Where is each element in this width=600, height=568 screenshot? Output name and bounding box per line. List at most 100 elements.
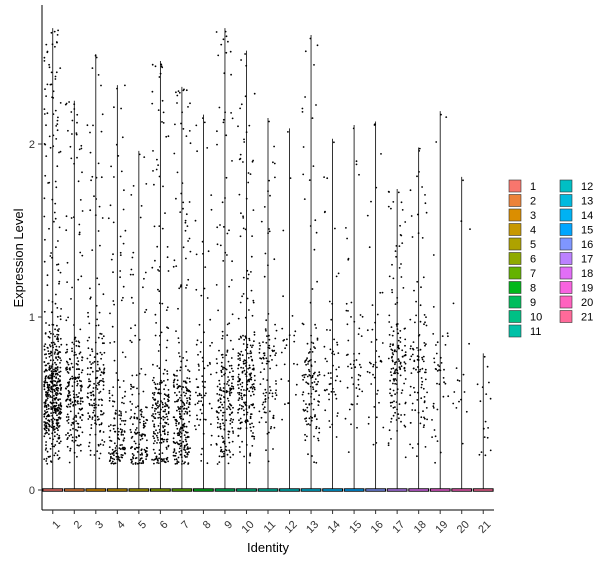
data-point bbox=[308, 370, 311, 373]
data-point bbox=[122, 420, 125, 422]
data-point bbox=[186, 446, 189, 448]
data-point bbox=[146, 406, 148, 409]
data-point bbox=[468, 342, 470, 345]
data-point bbox=[119, 423, 122, 426]
data-point bbox=[222, 118, 225, 121]
data-point bbox=[75, 393, 78, 396]
data-point bbox=[160, 417, 163, 420]
data-point bbox=[130, 437, 133, 439]
data-point bbox=[99, 380, 101, 382]
legend-label: 20 bbox=[581, 297, 593, 309]
data-point bbox=[166, 456, 169, 459]
data-point bbox=[157, 417, 160, 419]
data-point bbox=[143, 425, 146, 428]
data-point bbox=[268, 431, 270, 434]
data-point bbox=[317, 404, 320, 406]
data-point bbox=[242, 334, 244, 337]
data-point bbox=[416, 455, 418, 458]
data-point bbox=[419, 422, 422, 425]
data-point bbox=[437, 364, 439, 366]
data-point bbox=[221, 353, 224, 356]
data-point bbox=[436, 370, 439, 372]
data-point bbox=[317, 374, 319, 377]
data-point bbox=[347, 310, 349, 312]
data-point bbox=[373, 376, 376, 379]
data-point bbox=[219, 401, 222, 404]
data-point bbox=[262, 392, 265, 395]
data-point bbox=[210, 434, 213, 437]
data-point bbox=[95, 56, 98, 59]
data-point bbox=[145, 450, 148, 452]
data-point bbox=[241, 381, 244, 384]
data-point bbox=[177, 461, 180, 463]
data-point bbox=[79, 403, 82, 405]
data-point bbox=[44, 410, 46, 412]
data-point bbox=[200, 341, 203, 344]
data-point bbox=[249, 373, 252, 376]
data-point bbox=[399, 341, 402, 343]
data-point bbox=[182, 401, 185, 404]
data-point bbox=[54, 217, 57, 220]
data-point bbox=[113, 400, 116, 403]
data-point bbox=[59, 402, 62, 404]
data-point bbox=[132, 463, 135, 465]
data-point bbox=[152, 404, 154, 407]
data-point bbox=[155, 408, 158, 410]
data-point bbox=[166, 373, 169, 375]
data-point bbox=[185, 213, 188, 216]
data-point bbox=[48, 384, 51, 387]
data-point bbox=[409, 394, 412, 397]
data-point bbox=[242, 362, 245, 365]
data-point bbox=[108, 452, 110, 454]
data-point bbox=[140, 462, 143, 465]
data-point bbox=[250, 413, 252, 415]
data-point bbox=[44, 238, 46, 241]
data-point bbox=[334, 379, 337, 382]
data-point bbox=[132, 457, 135, 460]
data-point bbox=[187, 369, 189, 371]
data-point bbox=[210, 208, 213, 211]
data-point bbox=[172, 384, 175, 386]
data-point bbox=[222, 226, 225, 228]
data-point bbox=[219, 426, 221, 428]
data-point bbox=[238, 353, 241, 355]
data-point bbox=[228, 391, 231, 393]
x-tick-label: 8 bbox=[201, 519, 214, 532]
data-point bbox=[217, 309, 220, 312]
data-point bbox=[186, 284, 188, 286]
data-point bbox=[240, 212, 242, 215]
data-point bbox=[98, 383, 100, 386]
data-point bbox=[413, 289, 415, 292]
violin-15 bbox=[343, 124, 365, 492]
data-point bbox=[80, 389, 82, 392]
data-point bbox=[392, 201, 395, 203]
data-point bbox=[140, 413, 143, 416]
violin-base bbox=[365, 488, 387, 492]
data-point bbox=[420, 397, 423, 400]
data-point bbox=[65, 434, 67, 436]
data-point bbox=[86, 367, 89, 370]
data-point bbox=[254, 379, 256, 382]
data-point bbox=[162, 410, 165, 413]
data-point bbox=[391, 289, 393, 291]
data-point bbox=[100, 176, 103, 179]
data-point bbox=[172, 265, 175, 268]
data-point bbox=[43, 56, 46, 59]
data-point bbox=[79, 384, 82, 387]
data-point bbox=[98, 423, 101, 426]
data-point bbox=[167, 444, 170, 447]
points-cluster-21 bbox=[476, 355, 492, 457]
data-point bbox=[108, 389, 111, 392]
data-point bbox=[248, 364, 251, 367]
data-point bbox=[302, 323, 305, 326]
data-point bbox=[312, 342, 315, 345]
data-point bbox=[195, 253, 198, 256]
data-point bbox=[421, 380, 424, 383]
data-point bbox=[175, 197, 177, 200]
data-point bbox=[441, 335, 444, 337]
data-point bbox=[431, 419, 433, 421]
data-point bbox=[122, 439, 125, 441]
data-point bbox=[55, 376, 58, 379]
data-point bbox=[390, 421, 392, 423]
data-point bbox=[409, 189, 412, 192]
